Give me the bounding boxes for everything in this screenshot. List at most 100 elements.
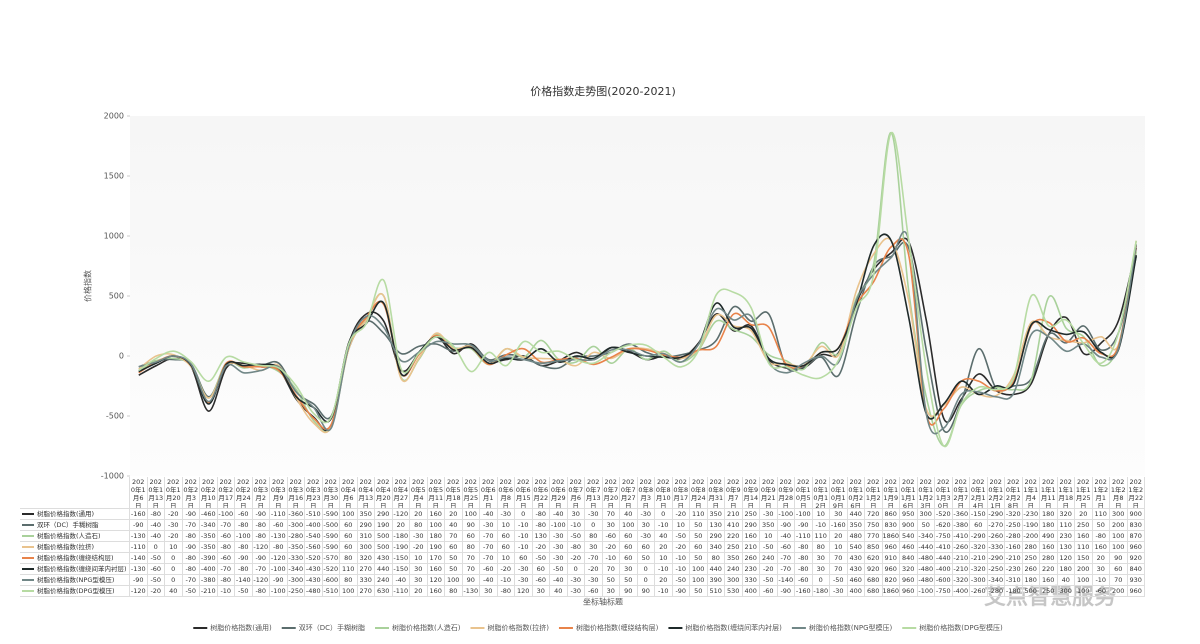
table-header: 2020年1月6日 [130,477,148,509]
table-corner [20,477,130,509]
row-name: 树脂价格指数(拉挤) [37,543,95,551]
table-value: -30 [567,575,585,586]
table-value: -520 [305,553,323,564]
table-value: 300 [1057,586,1075,597]
table-value: -20 [410,542,428,553]
table-value: -590 [322,542,340,553]
table-value: 60 [620,531,638,542]
table-value: -90 [182,542,200,553]
table-value: 20 [655,575,673,586]
table-header: 2021年2月8日 [1110,477,1128,509]
table-value: 80 [445,586,463,597]
table-value: -20 [602,542,620,553]
table-value: -60 [585,586,603,597]
table-value: -100 [270,564,288,575]
table-value: -40 [550,575,568,586]
table-value: -50 [147,575,165,586]
table-value: -350 [200,531,218,542]
table-value: 30 [585,542,603,553]
table-header: 2020年10月26日 [847,477,865,509]
table-header: 2020年8月24日 [690,477,708,509]
table-value: -480 [917,564,935,575]
row-name: 树脂价格指数(DPG型模压) [37,587,115,595]
table-value: -10 [515,542,533,553]
table-header: 2020年4月13日 [357,477,375,509]
table-value: 390 [707,575,725,586]
row-swatch [22,590,34,592]
table-row-label: 树脂价格指数(拉挤) [20,542,130,553]
table-value: -520 [935,509,953,520]
table-value: -40 [480,509,498,520]
table-header: 2020年7月20日 [602,477,620,509]
table-value: 50 [690,531,708,542]
legend-label: 树脂价格指数(DPG型模压) [919,623,1003,632]
table-value: -260 [987,531,1005,542]
table-value: 620 [865,553,883,564]
table-value: -160 [130,509,148,520]
table-value: -400 [305,520,323,531]
table-value: 840 [900,553,918,564]
table-header: 2020年9月21日 [760,477,778,509]
table-value: -360 [952,509,970,520]
table-value: 100 [1110,531,1128,542]
table-value: -120 [392,509,410,520]
table-value: 820 [882,575,900,586]
table-value: 100 [340,586,358,597]
table-value: -60 [217,531,235,542]
table-value: -750 [935,531,953,542]
table-value: -410 [935,542,953,553]
table-value: 20 [1075,509,1093,520]
table-row-label: 树脂价格指数(DPG型模压) [20,586,130,597]
table-value: 40 [445,520,463,531]
table-value: 110 [340,564,358,575]
table-value: 10 [410,553,428,564]
table-value: -20 [165,509,183,520]
table-value: 80 [410,520,428,531]
table-value: 40 [655,531,673,542]
table-value: -210 [952,553,970,564]
table-header: 2020年4月20日 [375,477,393,509]
table-value: 210 [725,509,743,520]
table-value: 1860 [882,586,900,597]
table-value: 290 [742,520,760,531]
table-header: 2021年2月22日 [1127,477,1145,509]
table-value: -230 [1005,564,1023,575]
table-value: 160 [1092,542,1110,553]
table-value: 30 [602,520,620,531]
table-value: -30 [550,531,568,542]
table-header: 2020年8月31日 [707,477,725,509]
table-value: -100 [917,586,935,597]
y-tick-label: -500 [106,412,124,421]
table-value: -130 [130,564,148,575]
table-value: 350 [707,509,725,520]
table-value: 60 [637,542,655,553]
table-value: -60 [795,575,813,586]
table-value: 30 [410,575,428,586]
table-value: 130 [1057,542,1075,553]
table-header: 2020年2月17日 [217,477,235,509]
table-header: 2020年6月1日 [480,477,498,509]
table-value: 250 [725,542,743,553]
table-value: 170 [427,553,445,564]
table-value: 40 [165,586,183,597]
table-value: 60 [497,531,515,542]
table-value: -270 [987,520,1005,531]
table-value: 20 [410,509,428,520]
table-value: 460 [900,542,918,553]
table-value: 80 [340,553,358,564]
table-header: 2020年9月28日 [777,477,795,509]
table-value: 920 [865,564,883,575]
table-value: 80 [340,575,358,586]
table-value: 10 [672,520,690,531]
table-value: -10 [812,520,830,531]
row-name: 树脂价格指数(人造石) [37,532,101,540]
table-value: -390 [200,553,218,564]
table-header: 2020年4月6日 [340,477,358,509]
table-value: 300 [917,509,935,520]
table-value: 510 [707,586,725,597]
table-value: 440 [707,564,725,575]
table-value: -120 [252,575,270,586]
table-value: -330 [987,542,1005,553]
table-value: 180 [1040,509,1058,520]
table-header: 2020年12月7日 [952,477,970,509]
